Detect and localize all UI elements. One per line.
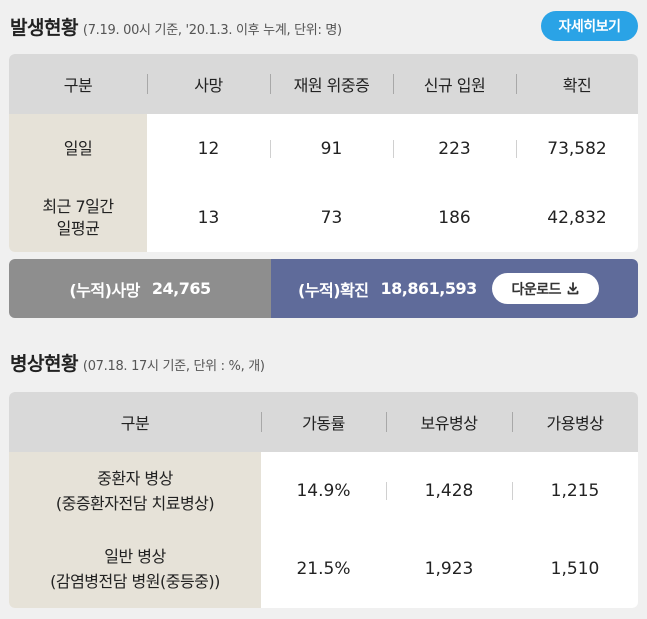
row-label-daily: 일일 [9, 114, 147, 184]
col-header-new-admission: 신규 입원 [393, 72, 516, 96]
col-header-occupancy: 가동률 [261, 410, 386, 434]
row-label-general-beds: 일반 병상 (감염병전담 병원(중등중)) [9, 530, 261, 608]
row-label-icu-beds: 중환자 병상 (중증환자전담 치료병상) [9, 452, 261, 530]
download-button-label: 다운로드 [511, 281, 561, 298]
cumulative-confirmed-value: 18,861,593 [380, 279, 478, 298]
daily-critical: 91 [270, 139, 393, 159]
weekly-avg-deaths: 13 [197, 208, 220, 228]
general-held-beds: 1,923 [424, 559, 474, 579]
outbreak-table: 구분 사망 재원 위중증 신규 입원 확진 일일 12 91 223 73,58… [9, 54, 638, 252]
weekly-avg-critical: 73 [320, 208, 343, 228]
table-row: 최근 7일간 일평균 13 73 186 42,832 [9, 184, 638, 252]
col-header-deaths: 사망 [147, 72, 270, 96]
table-row: 중환자 병상 (중증환자전담 치료병상) 14.9% 1,428 1,215 [9, 452, 638, 530]
cumulative-deaths: (누적)사망 24,765 [9, 259, 271, 318]
icu-available-beds: 1,215 [512, 481, 638, 501]
col-header-available-beds: 가용병상 [512, 410, 638, 434]
col-header-critical: 재원 위중증 [270, 72, 393, 96]
download-button[interactable]: 다운로드 [491, 273, 599, 304]
col-header-held-beds: 보유병상 [386, 410, 512, 434]
icu-occupancy: 14.9% [296, 481, 351, 501]
cumulative-confirmed: (누적)확진 18,861,593 다운로드 [271, 259, 638, 318]
col-header-category: 구분 [63, 76, 93, 95]
row-label-weekly-avg: 최근 7일간 일평균 [9, 184, 147, 252]
outbreak-header: 발생현황 (7.19. 00시 기준, '20.1.3. 이후 누계, 단위: … [10, 13, 342, 40]
detail-view-button[interactable]: 자세히보기 [541, 11, 638, 41]
outbreak-subtitle: (7.19. 00시 기준, '20.1.3. 이후 누계, 단위: 명) [82, 23, 342, 38]
general-occupancy: 21.5% [296, 559, 351, 579]
col-header-confirmed: 확진 [516, 72, 638, 96]
col-header-category: 구분 [120, 414, 150, 433]
cumulative-deaths-label: (누적)사망 [69, 280, 140, 300]
daily-confirmed: 73,582 [516, 139, 638, 159]
beds-table-header: 구분 가동률 보유병상 가용병상 [9, 392, 638, 452]
beds-table: 구분 가동률 보유병상 가용병상 중환자 병상 (중증환자전담 치료병상) 14… [9, 392, 638, 608]
outbreak-title: 발생현황 [10, 17, 78, 39]
table-row: 일반 병상 (감염병전담 병원(중등중)) 21.5% 1,923 1,510 [9, 530, 638, 608]
cumulative-confirmed-label: (누적)확진 [298, 280, 369, 300]
outbreak-table-header: 구분 사망 재원 위중증 신규 입원 확진 [9, 54, 638, 114]
daily-deaths: 12 [197, 139, 220, 159]
cumulative-deaths-value: 24,765 [151, 279, 211, 298]
cumulative-summary-bar: (누적)사망 24,765 (누적)확진 18,861,593 다운로드 [9, 259, 638, 318]
beds-subtitle: (07.18. 17시 기준, 단위 : %, 개) [82, 359, 265, 374]
weekly-avg-new-admission: 186 [438, 208, 471, 228]
beds-title: 병상현황 [10, 353, 78, 375]
table-row: 일일 12 91 223 73,582 [9, 114, 638, 184]
weekly-avg-confirmed: 42,832 [547, 208, 607, 228]
daily-new-admission: 223 [393, 139, 516, 159]
beds-header: 병상현황 (07.18. 17시 기준, 단위 : %, 개) [10, 349, 265, 376]
download-icon [567, 282, 579, 295]
general-available-beds: 1,510 [550, 559, 600, 579]
icu-held-beds: 1,428 [386, 481, 512, 501]
